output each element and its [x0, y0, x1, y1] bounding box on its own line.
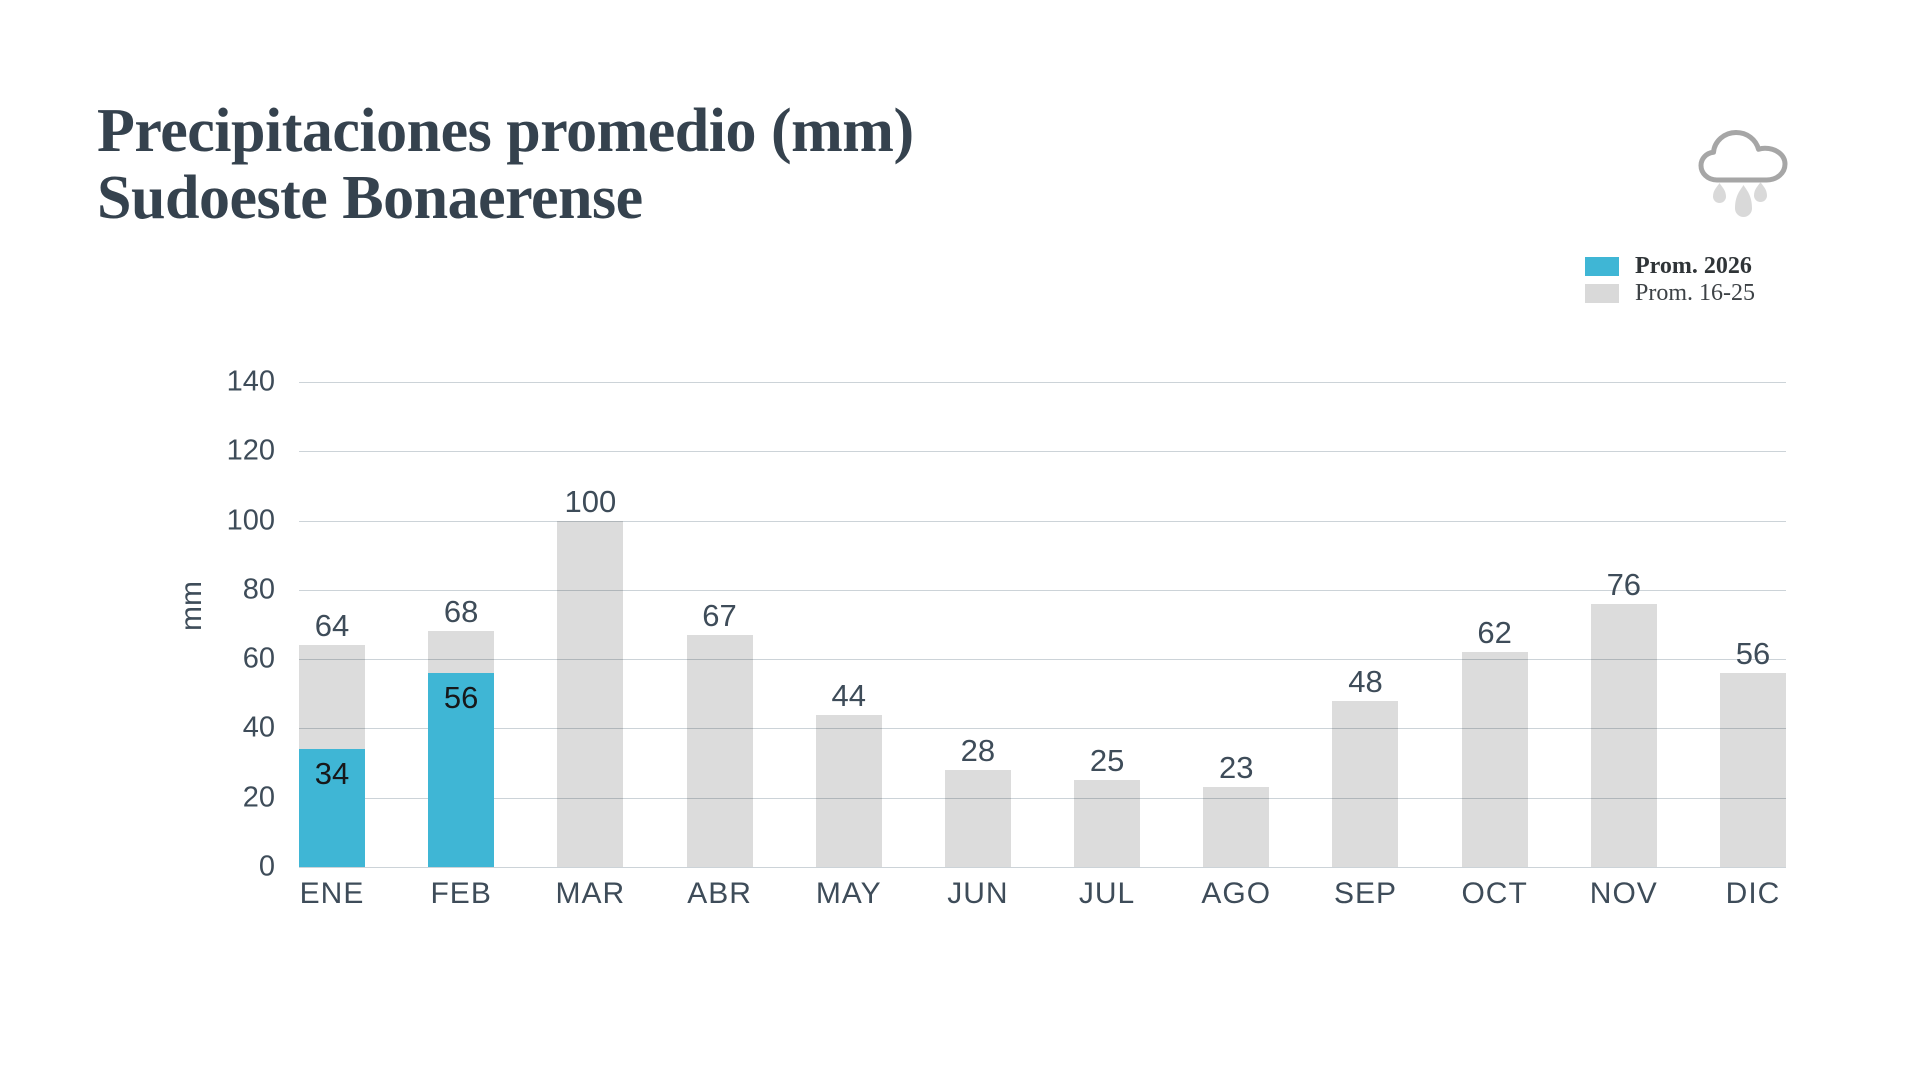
bar-value-label: 76 [1606, 566, 1642, 602]
gridline [299, 659, 1786, 661]
bar-value-label: 44 [831, 677, 866, 713]
rain-cloud-icon [1698, 130, 1788, 217]
bar-value-label: 64 [314, 608, 350, 644]
month-label: JUL [1078, 877, 1136, 910]
y-tick-label: 100 [226, 504, 275, 537]
legend-label: Prom. 2026 [1635, 253, 1752, 279]
month-label: ENE [299, 877, 365, 910]
gridline [299, 382, 1786, 383]
gridline [299, 728, 1786, 730]
bar-value-label: 100 [564, 483, 617, 519]
bar-prom-2026 [299, 749, 365, 867]
bar-value-label: 67 [702, 597, 737, 633]
plot-area: 0 20 40 60 80 100 120 140 64 34 ENE 68 56 FEB 100 MAR 67… [227, 366, 1786, 910]
month-label: NOV [1589, 877, 1658, 910]
title-line-1: Precipitaciones promedio (mm) [97, 97, 914, 165]
gridline [299, 589, 1786, 591]
y-tick-label: 0 [258, 850, 275, 883]
y-tick-label: 40 [242, 711, 275, 744]
month-label: OCT [1461, 877, 1528, 910]
month-label: FEB [430, 877, 492, 910]
y-tick-label: 120 [226, 434, 275, 467]
bar-prom-16-25 [1590, 603, 1657, 867]
legend: Prom. 2026 Prom. 16-25 [1585, 253, 1755, 310]
y-tick-label: 140 [226, 365, 275, 398]
rain-drop-icon [1754, 182, 1767, 202]
bar-prom-16-25 [1203, 787, 1270, 867]
bar-prom-2026 [428, 673, 495, 867]
bar-prom-16-25 [944, 770, 1011, 867]
bar-prom-16-25 [1720, 673, 1786, 867]
bar-value-label: 28 [960, 733, 996, 768]
bar-inner-value-label: 56 [443, 680, 479, 715]
rain-drop-icon [1713, 183, 1726, 203]
rain-drop-icon [1735, 185, 1752, 217]
month-label: AGO [1201, 877, 1272, 910]
bar-prom-16-25 [1074, 780, 1141, 867]
bar-prom-16-25 [686, 634, 753, 867]
month-label: JUN [947, 877, 1009, 910]
cloud-outline [1698, 130, 1788, 183]
legend-label: Prom. 16-25 [1635, 280, 1755, 306]
bar-value-label: 25 [1089, 743, 1125, 779]
bar-value-label: 62 [1477, 615, 1512, 651]
gridline [299, 520, 1786, 522]
month-label: DIC [1725, 877, 1781, 910]
month-label: MAR [555, 877, 626, 910]
legend-swatch [1585, 256, 1619, 276]
month-label: ABR [687, 877, 752, 910]
y-tick-label: 80 [242, 573, 275, 606]
bar-prom-16-25 [1461, 652, 1528, 867]
bar-value-label: 56 [1735, 636, 1771, 671]
bar-prom-16-25 [557, 520, 624, 867]
bar-value-label: 68 [443, 594, 479, 630]
gridline [299, 867, 1786, 868]
month-label: MAY [815, 877, 882, 910]
title-line-2: Sudoeste Bonaerense [97, 164, 643, 232]
bar-prom-16-25 [1332, 700, 1399, 867]
bar-value-label: 23 [1219, 750, 1254, 786]
bar-prom-16-25 [815, 714, 882, 867]
bar-value-label: 48 [1348, 663, 1383, 699]
bar-inner-value-label: 34 [314, 756, 350, 792]
y-tick-label: 20 [242, 781, 275, 814]
chart-title: Precipitaciones promedio (mm) Sudoeste B… [97, 98, 914, 232]
legend-swatch [1585, 283, 1619, 303]
gridline [299, 451, 1786, 453]
legend-item: Prom. 16-25 [1585, 280, 1755, 306]
gridline [299, 797, 1786, 799]
month-label: SEP [1333, 877, 1397, 910]
legend-item: Prom. 2026 [1585, 253, 1755, 279]
y-tick-label: 60 [242, 642, 275, 675]
